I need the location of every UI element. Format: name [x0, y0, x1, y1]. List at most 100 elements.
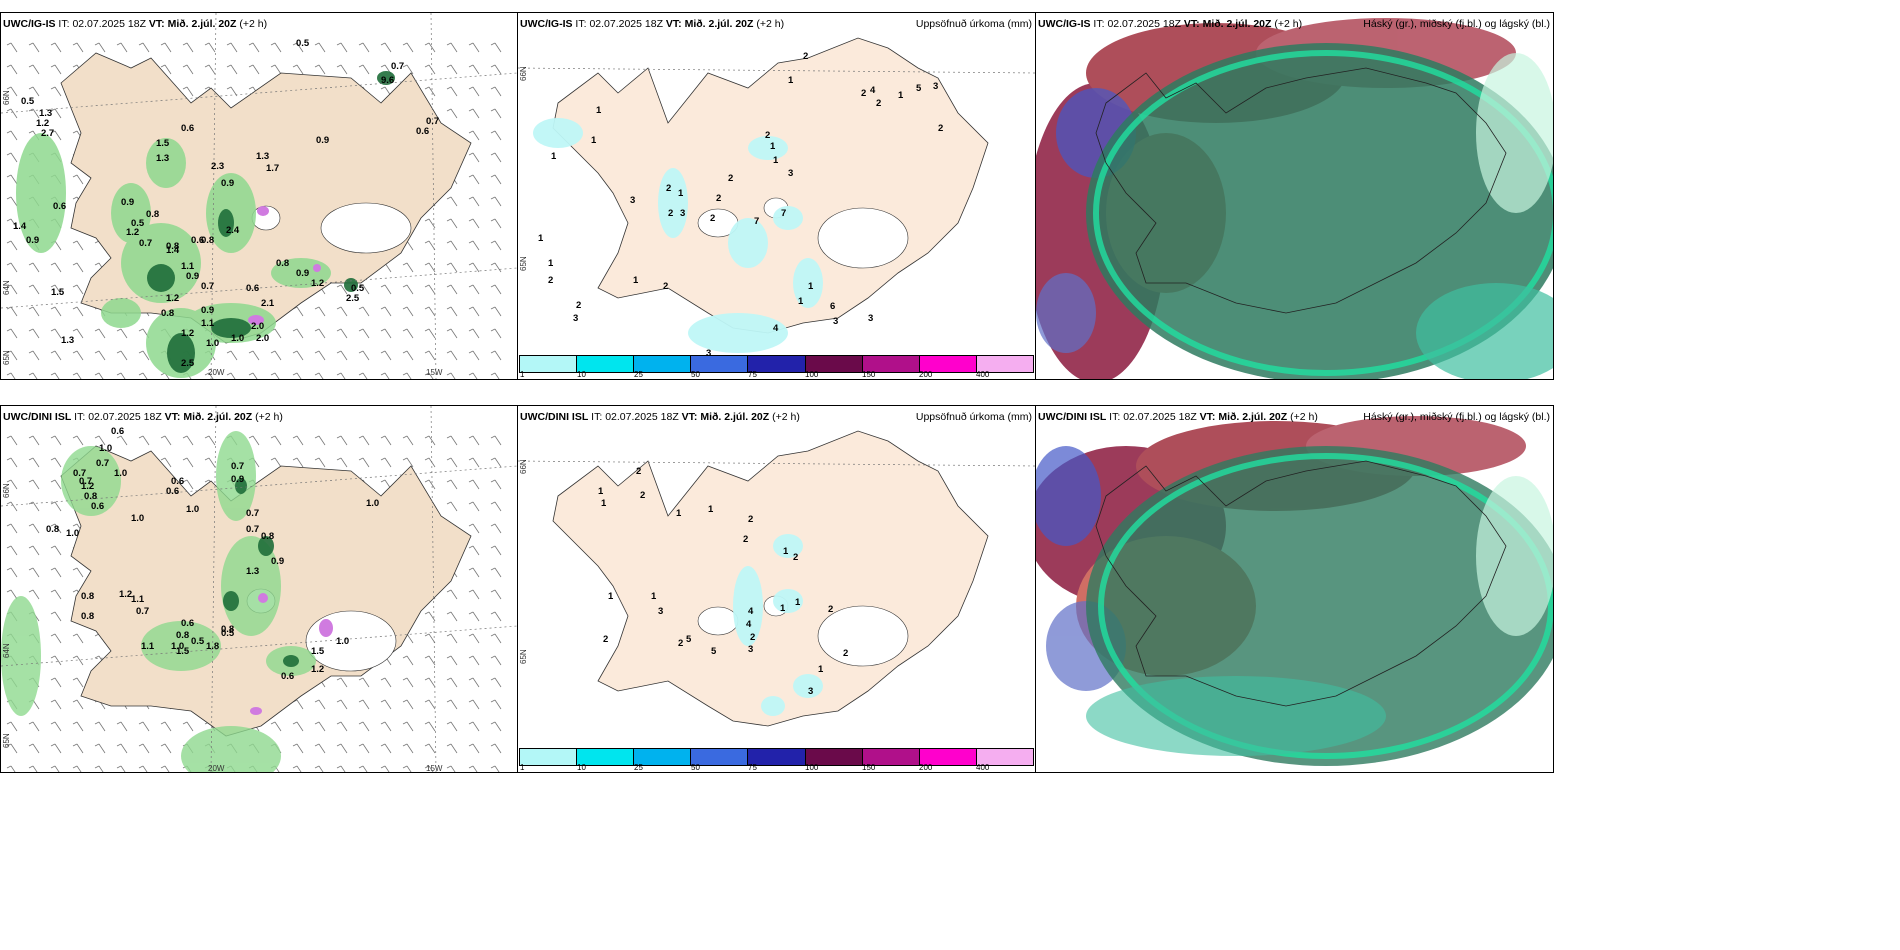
wind-barb: [314, 350, 326, 361]
it-value: 02.07.2025 18Z: [88, 411, 162, 423]
colorbar-swatch: [919, 356, 977, 372]
map-value-label: 2: [748, 514, 754, 525]
lat-label: 66N: [2, 483, 11, 498]
wind-barb: [424, 721, 436, 732]
grid-lines: [1, 13, 517, 379]
wind-barb: [6, 743, 18, 754]
map-value-label: 2: [548, 275, 554, 286]
it-value: 02.07.2025 18Z: [605, 411, 679, 423]
map-value-label: 4: [748, 606, 754, 617]
map-value-label: 1.4: [13, 221, 27, 232]
vt-label: VT:: [1199, 411, 1216, 423]
wind-barb: [270, 372, 280, 379]
map-value-label: 1: [678, 188, 684, 199]
cloud-map: [1036, 416, 1553, 772]
map-value-label: 0.9: [271, 556, 285, 567]
wind-barb: [380, 328, 392, 339]
wind-barb: [72, 372, 82, 379]
wind-barb: [292, 328, 304, 339]
wind-barb: [402, 743, 414, 754]
wind-barb: [336, 699, 348, 710]
wind-barb: [72, 174, 84, 185]
wind-barb: [72, 743, 84, 754]
wind-barb: [6, 457, 18, 468]
colorbar-tick-label: 150: [862, 370, 876, 379]
wind-barb: [358, 743, 370, 754]
wind-barb: [138, 350, 150, 361]
wind-barb: [270, 457, 282, 468]
wind-barb: [424, 743, 436, 754]
wind-barb: [336, 42, 348, 53]
wind-barb: [182, 721, 194, 732]
wind-barb: [468, 306, 480, 317]
wind-barb: [468, 765, 478, 772]
map-value-label: 1: [773, 155, 779, 166]
wind-barb: [468, 174, 480, 185]
wind-barb: [226, 372, 236, 379]
map-value-label: 1.3: [156, 153, 170, 164]
map-value-label: 1: [596, 105, 602, 116]
wind-barb: [446, 699, 458, 710]
wind-barb: [468, 721, 480, 732]
wind-barb: [50, 633, 62, 644]
wind-barb: [490, 240, 502, 251]
wind-barb: [270, 350, 282, 361]
colorbar-tick-label: 400: [976, 370, 990, 379]
wind-barb: [336, 765, 346, 772]
wind-barb: [28, 743, 40, 754]
map-value-label: 1.2: [119, 589, 133, 600]
wind-barb: [468, 42, 480, 53]
wind-barb: [402, 350, 414, 361]
wind-barb: [6, 765, 16, 772]
map-value-label: 3: [788, 168, 794, 179]
wind-barb: [424, 284, 436, 295]
wind-barb: [402, 372, 412, 379]
wind-barb: [314, 765, 324, 772]
wind-barb: [446, 589, 458, 600]
wind-barb: [50, 765, 60, 772]
map-value-label: 0.6: [191, 235, 205, 246]
map-value-label: 2: [663, 281, 669, 292]
precip-shading: [733, 534, 823, 716]
panel-title: Háský (gr.), miðský (fj.bl.) og lágský (…: [1363, 18, 1550, 30]
wind-barb: [446, 501, 458, 512]
map-value-label: 2: [716, 193, 722, 204]
panel-bottom-left: UWC/DINI ISL IT: 02.07.2025 18Z VT: Mið.…: [0, 405, 518, 773]
it-value: 02.07.2025 18Z: [589, 18, 663, 30]
wind-barb: [358, 306, 370, 317]
wind-barb: [336, 350, 348, 361]
map-value-label: 2: [710, 213, 716, 224]
wind-barb: [424, 435, 436, 446]
map-value-label: 0.9: [231, 474, 245, 485]
wind-barb: [446, 42, 458, 53]
wind-barb: [424, 328, 436, 339]
wind-barb: [28, 306, 40, 317]
wind-barb: [270, 42, 282, 53]
wind-barb: [182, 435, 194, 446]
panel-top-mid: UWC/IG-IS IT: 02.07.2025 18Z VT: Mið. 2.…: [517, 12, 1036, 380]
wind-barb: [116, 765, 126, 772]
wind-barb: [6, 218, 18, 229]
wind-barb: [50, 501, 62, 512]
precip-shading: [1, 431, 316, 772]
map-value-label: 1: [676, 508, 682, 519]
map-value-label: 0.5: [191, 636, 205, 647]
wind-barb: [182, 457, 194, 468]
it-label: IT:: [1109, 411, 1121, 423]
wind-barb: [6, 86, 18, 97]
map-canvas: [1, 406, 517, 772]
wind-barb: [380, 765, 390, 772]
map-value-label: 1: [795, 597, 801, 608]
wind-barb: [424, 86, 436, 97]
wind-barb: [248, 372, 258, 379]
model-name: UWC/IG-IS: [520, 18, 573, 30]
wind-barb: [6, 240, 18, 251]
wind-barb: [468, 218, 480, 229]
map-value-label: 1.0: [336, 636, 350, 647]
wind-barb: [6, 372, 16, 379]
map-value-label: 2: [765, 130, 771, 141]
wind-barb: [490, 633, 502, 644]
map-value-label: 0.7: [201, 281, 215, 292]
map-value-label: 2: [861, 88, 867, 99]
map-value-label: 1.2: [311, 664, 325, 675]
